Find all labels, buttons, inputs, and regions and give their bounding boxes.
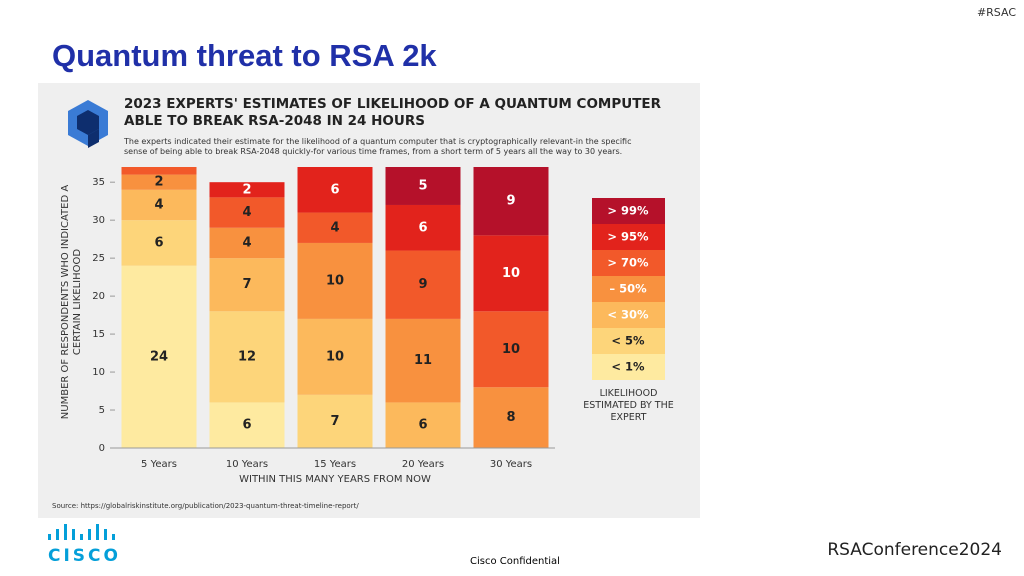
x-tick-label: 5 Years	[141, 459, 177, 470]
bar-segment	[297, 167, 373, 213]
value-label: 4	[330, 220, 339, 235]
slide-title: Quantum threat to RSA 2k	[52, 38, 437, 73]
bar-segment	[385, 250, 461, 319]
value-label: 7	[330, 414, 339, 429]
y-tick-label: 35	[92, 177, 105, 188]
value-label: 9	[506, 194, 515, 209]
y-tick-label: 5	[99, 405, 105, 416]
value-label: 12	[238, 349, 256, 364]
conference-logo: RSAConference2024	[827, 540, 1002, 560]
confidential: Cisco Confidential	[470, 556, 560, 567]
x-tick-label: 15 Years	[314, 459, 356, 470]
legend-label: < 5%	[611, 334, 645, 348]
bar-segment	[385, 402, 461, 448]
bar-segment	[473, 311, 549, 388]
y-tick-label: 10	[92, 367, 105, 378]
chart-subtitle: The experts indicated their estimate for…	[124, 137, 632, 156]
bar-segment	[473, 167, 549, 236]
legend-label: – 50%	[609, 282, 647, 296]
value-label: 4	[242, 235, 251, 250]
bar-segment	[297, 394, 373, 448]
legend-swatch	[592, 224, 665, 250]
value-label: 10	[502, 266, 520, 281]
legend-swatch	[592, 250, 665, 276]
bar-segment	[121, 189, 197, 221]
value-label: 5	[418, 178, 427, 193]
cisco-bars	[48, 524, 115, 540]
value-label: 8	[506, 410, 515, 425]
bar-segment	[473, 235, 549, 312]
y-tick-label: 30	[92, 215, 105, 226]
chart-icon	[68, 100, 108, 148]
legend-label: > 70%	[607, 256, 649, 270]
y-tick-label: 15	[92, 329, 105, 340]
x-tick-label: 10 Years	[226, 459, 268, 470]
bar-segment	[209, 258, 285, 312]
value-label: 4	[154, 197, 163, 212]
bar-segment	[209, 311, 285, 403]
bar-segment	[209, 197, 285, 228]
bar-segment	[121, 167, 197, 175]
hashtag: #RSAC	[976, 6, 1016, 19]
legend-title: LIKELIHOOD ESTIMATED BY THE EXPERT	[583, 388, 674, 423]
cisco-logo: cisco	[48, 546, 121, 566]
bar-segment	[209, 182, 285, 198]
bar-segment	[209, 402, 285, 448]
bar-segment	[297, 212, 373, 243]
bar-segment	[385, 167, 461, 205]
value-label: 7	[242, 277, 251, 292]
bar-segment	[473, 387, 549, 448]
x-tick-label: 30 Years	[490, 459, 532, 470]
value-label: 9	[418, 277, 427, 292]
value-label: 4	[242, 205, 251, 220]
bar-segment	[121, 220, 197, 266]
bar-segment	[121, 174, 197, 190]
x-axis-label: WITHIN THIS MANY YEARS FROM NOW	[239, 474, 431, 485]
value-label: 6	[242, 418, 251, 433]
legend-label: > 99%	[607, 204, 649, 218]
value-label: 10	[326, 273, 344, 288]
chart-title: 2023 EXPERTS' ESTIMATES OF LIKELIHOOD OF…	[124, 96, 662, 129]
value-label: 2	[154, 175, 163, 190]
value-label: 10	[502, 342, 520, 357]
value-label: 6	[154, 235, 163, 250]
value-label: 11	[414, 353, 432, 368]
value-label: 10	[326, 349, 344, 364]
y-tick-label: 0	[99, 443, 105, 454]
legend-swatch	[592, 276, 665, 302]
y-tick-label: 20	[92, 291, 105, 302]
legend-swatch	[592, 302, 665, 328]
value-label: 6	[330, 182, 339, 197]
value-label: 2	[242, 182, 251, 197]
chart-source: Source: https://globalriskinstitute.org/…	[52, 502, 359, 510]
bar-segment	[121, 265, 197, 448]
legend-label: > 95%	[607, 230, 649, 244]
x-tick-label: 20 Years	[402, 459, 444, 470]
legend-swatch	[592, 328, 665, 354]
bar-segment	[297, 318, 373, 395]
legend-label: < 1%	[611, 360, 645, 374]
value-label: 6	[418, 220, 427, 235]
value-label: 6	[418, 418, 427, 433]
bar-segment	[385, 318, 461, 403]
legend-label: < 30%	[607, 308, 649, 322]
legend-swatch	[592, 198, 665, 224]
value-label: 24	[150, 349, 168, 364]
bar-segment	[297, 242, 373, 319]
legend-swatch	[592, 354, 665, 380]
bar-segment	[209, 227, 285, 259]
y-tick-label: 25	[92, 253, 105, 264]
bar-segment	[385, 204, 461, 251]
